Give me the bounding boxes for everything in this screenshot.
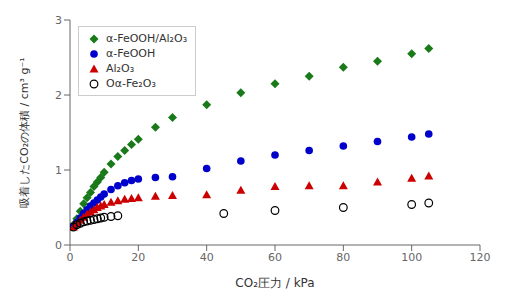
svg-text:吸着したCO₂の体積 / cm³ g⁻¹: 吸着したCO₂の体積 / cm³ g⁻¹ (18, 57, 31, 207)
svg-text:80: 80 (336, 251, 350, 264)
svg-text:2: 2 (55, 89, 62, 102)
html-text:Oα-Fe₂O₃: Oα-Fe₂O₃ (106, 77, 156, 90)
html-text:α-FeOOH/Al₂O₃: α-FeOOH/Al₂O₃ (106, 32, 188, 45)
svg-text:100: 100 (401, 251, 422, 264)
svg-text:120: 120 (470, 251, 491, 264)
svg-text:3: 3 (55, 14, 62, 27)
svg-text:60: 60 (268, 251, 282, 264)
svg-text:CO₂圧力 / kPa: CO₂圧力 / kPa (235, 276, 314, 290)
html-text:α-FeOOH: α-FeOOH (106, 47, 156, 60)
svg-text:40: 40 (200, 251, 214, 264)
svg-text:0: 0 (67, 251, 74, 264)
html-text:Al₂O₃: Al₂O₃ (106, 62, 135, 75)
svg-text:0: 0 (55, 239, 62, 252)
svg-text:1: 1 (55, 164, 62, 177)
svg-text:20: 20 (131, 251, 145, 264)
